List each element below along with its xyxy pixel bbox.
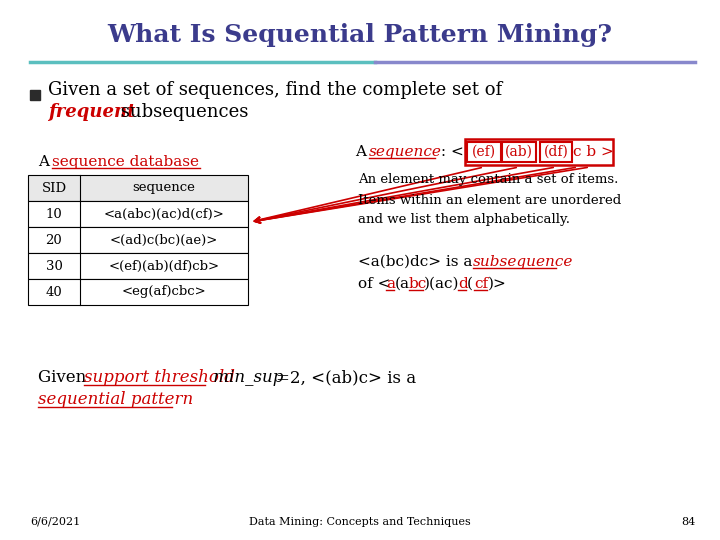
Bar	[465, 139, 613, 165]
Text: (df): (df)	[544, 145, 568, 159]
Text: What Is Sequential Pattern Mining?: What Is Sequential Pattern Mining?	[107, 23, 613, 47]
Text: of <: of <	[358, 277, 390, 291]
Text: )>: )>	[488, 277, 507, 291]
Text: sequence: sequence	[369, 145, 442, 159]
Text: Given: Given	[38, 369, 91, 387]
Bar	[540, 142, 572, 162]
Bar	[502, 142, 536, 162]
Text: sequence database: sequence database	[52, 155, 199, 169]
Text: <(ad)c(bc)(ae)>: <(ad)c(bc)(ae)>	[110, 233, 218, 246]
Text: : <: : <	[436, 145, 469, 159]
Bar	[28, 227, 248, 253]
Text: A: A	[355, 145, 371, 159]
Text: <(ef)(ab)(df)cb>: <(ef)(ab)(df)cb>	[109, 260, 220, 273]
Bar	[28, 201, 248, 227]
Text: 20: 20	[45, 233, 63, 246]
Text: bc: bc	[409, 277, 427, 291]
Text: 84: 84	[680, 517, 695, 527]
Text: frequent: frequent	[48, 103, 135, 121]
Text: sequence: sequence	[132, 181, 195, 194]
Text: subsequence: subsequence	[473, 255, 573, 269]
Text: Given a set of sequences, find the complete set of: Given a set of sequences, find the compl…	[48, 81, 502, 99]
Text: A: A	[38, 155, 54, 169]
Text: An element may contain a set of items.
Items within an element are unordered
and: An element may contain a set of items. I…	[358, 173, 621, 226]
Text: )(ac): )(ac)	[424, 277, 459, 291]
Text: Data Mining: Concepts and Techniques: Data Mining: Concepts and Techniques	[249, 517, 471, 527]
Text: c b >: c b >	[573, 145, 613, 159]
Bar	[28, 175, 248, 201]
Bar	[467, 142, 501, 162]
Text: SID: SID	[42, 181, 66, 194]
Text: (: (	[467, 277, 473, 291]
Text: a: a	[386, 277, 395, 291]
Text: 30: 30	[45, 260, 63, 273]
Text: 40: 40	[45, 286, 63, 299]
Text: <a(abc)(ac)d(cf)>: <a(abc)(ac)d(cf)>	[104, 207, 225, 220]
Text: d: d	[458, 277, 468, 291]
Bar	[28, 279, 248, 305]
Bar	[28, 253, 248, 279]
Text: (a: (a	[395, 277, 410, 291]
Text: support threshold: support threshold	[84, 369, 235, 387]
Text: (ab): (ab)	[505, 145, 533, 159]
Text: cf: cf	[474, 277, 488, 291]
Text: 10: 10	[45, 207, 63, 220]
Text: (ef): (ef)	[472, 145, 496, 159]
Bar	[30, 90, 40, 100]
Text: sequential pattern: sequential pattern	[38, 392, 193, 408]
Text: =2, <(ab)c> is a: =2, <(ab)c> is a	[276, 369, 416, 387]
Text: subsequences: subsequences	[115, 103, 248, 121]
Text: <eg(af)cbc>: <eg(af)cbc>	[122, 286, 207, 299]
Text: <a(bc)dc> is a: <a(bc)dc> is a	[358, 255, 477, 269]
Text: 6/6/2021: 6/6/2021	[30, 517, 80, 527]
Text: min_sup: min_sup	[208, 369, 289, 387]
